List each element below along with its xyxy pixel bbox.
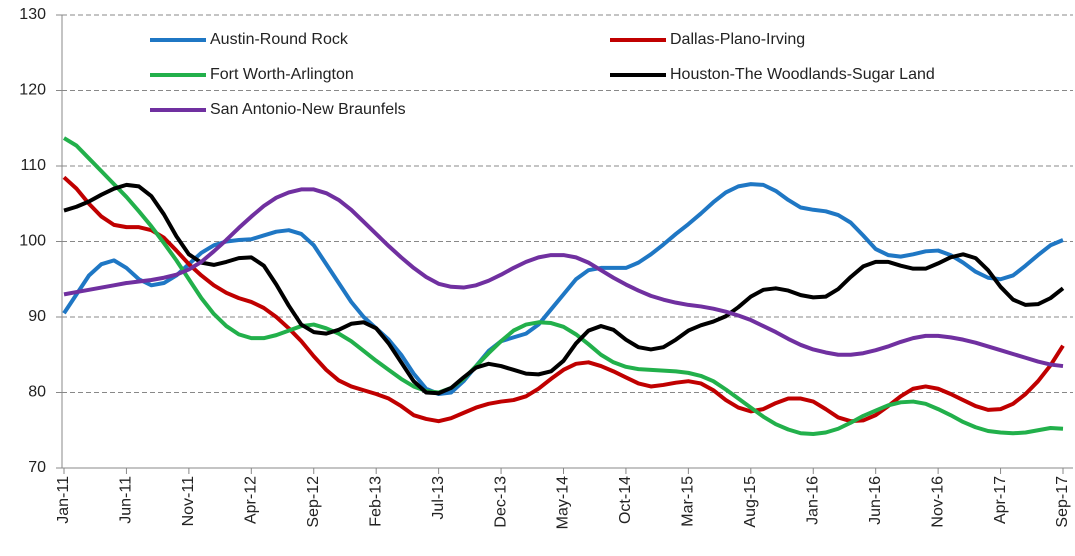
y-tick-label: 70	[28, 459, 46, 476]
x-tick-label: Feb-13	[367, 476, 384, 527]
x-tick-label: Apr-17	[992, 476, 1009, 524]
x-tick-label: Jun-16	[867, 476, 884, 525]
x-tick-label: Apr-12	[243, 476, 260, 524]
y-tick-label: 130	[19, 6, 46, 23]
y-tick-label: 120	[19, 82, 46, 99]
legend-label: Fort Worth-Arlington	[210, 66, 354, 83]
x-tick-label: Jun-11	[118, 476, 135, 524]
series-line	[63, 187, 1064, 369]
legend-label: Houston-The Woodlands-Sugar Land	[670, 66, 935, 83]
y-tick-label: 110	[20, 157, 46, 174]
x-tick-label: Nov-11	[180, 476, 197, 526]
y-tick-label: 80	[28, 384, 46, 401]
x-tick-label: Nov-16	[929, 476, 946, 528]
series-line	[62, 136, 1064, 437]
y-tick-label: 90	[28, 308, 46, 325]
x-tick-label: Dec-13	[492, 476, 509, 528]
x-tick-label: Aug-15	[742, 476, 759, 528]
x-tick-label: Mar-15	[680, 476, 697, 527]
x-tick-label: Oct-14	[617, 476, 634, 524]
legend-label: San Antonio-New Braunfels	[210, 101, 406, 118]
legend-label: Dallas-Plano-Irving	[670, 31, 805, 48]
x-tick-label: Sep-17	[1054, 476, 1071, 528]
x-tick-label: May-14	[555, 476, 572, 529]
x-tick-label: Sep-12	[305, 476, 322, 528]
legend-label: Austin-Round Rock	[210, 31, 349, 48]
series-line	[63, 182, 1065, 396]
series-line	[62, 182, 1064, 397]
x-tick-label: Jul-13	[430, 476, 447, 520]
series-line	[62, 175, 1065, 424]
x-tick-label: Jan-16	[804, 476, 821, 525]
x-tick-label: Jan-11	[55, 476, 72, 524]
y-tick-label: 100	[19, 233, 46, 250]
